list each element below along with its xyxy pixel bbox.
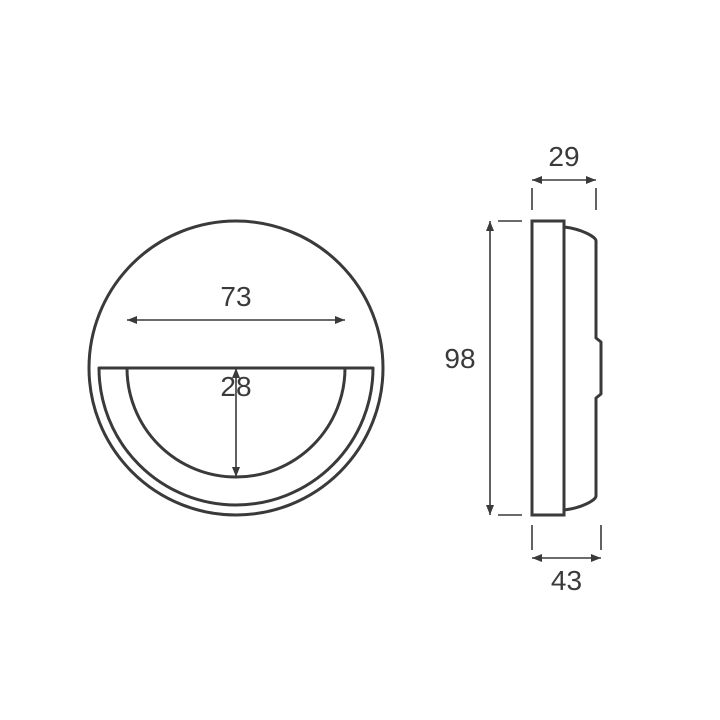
svg-text:43: 43 bbox=[551, 565, 582, 596]
svg-text:28: 28 bbox=[220, 371, 251, 402]
front-view: 73 28 bbox=[89, 221, 383, 515]
svg-text:98: 98 bbox=[444, 343, 475, 374]
svg-text:29: 29 bbox=[548, 141, 579, 172]
svg-text:73: 73 bbox=[220, 281, 251, 312]
side-backplate bbox=[532, 221, 564, 515]
dim-43: 43 bbox=[532, 525, 601, 596]
side-bezel-profile bbox=[564, 227, 601, 510]
dim-73: 73 bbox=[127, 281, 345, 324]
dim-98: 98 bbox=[444, 221, 522, 515]
dim-28: 28 bbox=[220, 368, 251, 477]
side-view: 29 98 43 bbox=[444, 141, 601, 596]
dim-29: 29 bbox=[532, 141, 596, 210]
